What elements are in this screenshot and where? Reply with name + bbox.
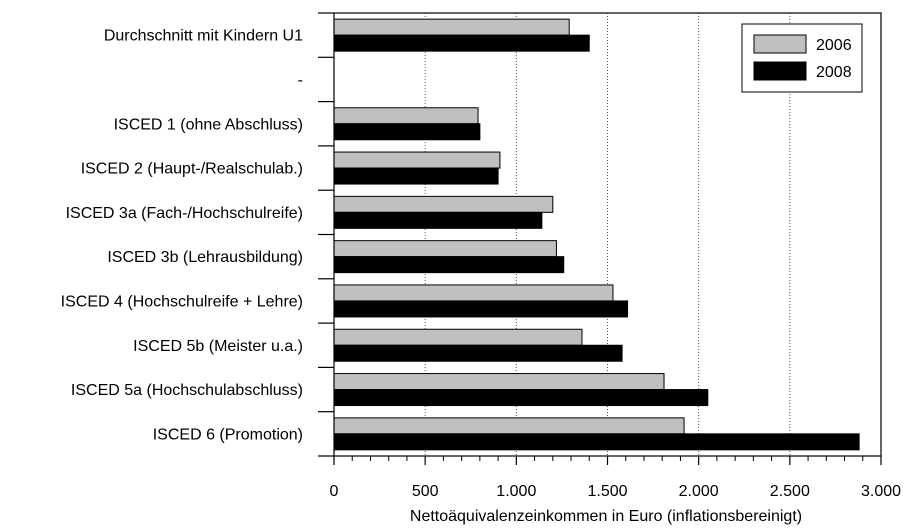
x-axis-label: Nettoäquivalenzeinkommen in Euro (inflat… bbox=[410, 508, 802, 525]
bar-2008-7 bbox=[333, 344, 623, 362]
category-label: ISCED 4 (Hochschulreife + Lehre) bbox=[61, 293, 303, 310]
x-tick-label: 1.000 bbox=[496, 483, 536, 500]
x-tick-label: 3.000 bbox=[861, 483, 901, 500]
bar-2008-5 bbox=[333, 256, 565, 274]
bar-2008-2 bbox=[333, 123, 481, 141]
bar-2006-9 bbox=[333, 417, 685, 435]
bar-2006-6 bbox=[333, 284, 614, 302]
bar-2008-3 bbox=[333, 167, 499, 185]
bar-2006-7 bbox=[333, 328, 583, 346]
category-label: Durchschnitt mit Kindern U1 bbox=[104, 28, 303, 45]
x-tick-label: 1.500 bbox=[587, 483, 627, 500]
category-labels: Durchschnitt mit Kindern U1 - ISCED 1 (ohn… bbox=[61, 28, 303, 444]
bar-2006-3 bbox=[333, 151, 501, 169]
bar-2006-5 bbox=[333, 240, 557, 258]
legend-swatch-2008 bbox=[753, 61, 807, 81]
category-label: ISCED 3a (Fach-/Hochschulreife) bbox=[66, 205, 303, 222]
x-tick-label: 0 bbox=[330, 483, 339, 500]
legend: 2006 2008 bbox=[741, 23, 863, 93]
bar-2006-2 bbox=[333, 107, 479, 125]
bars bbox=[333, 18, 860, 451]
x-tick-label: 500 bbox=[412, 483, 439, 500]
legend-swatch-2006 bbox=[753, 34, 807, 54]
legend-box bbox=[741, 23, 863, 93]
category-label: ISCED 1 (ohne Abschluss) bbox=[114, 116, 303, 133]
category-label: ISCED 6 (Promotion) bbox=[153, 426, 303, 443]
bar-2008-0 bbox=[333, 34, 590, 52]
bar-2008-4 bbox=[333, 211, 543, 229]
legend-label-2006: 2006 bbox=[816, 37, 852, 54]
category-label: ISCED 2 (Haupt-/Realschulab.) bbox=[81, 161, 303, 178]
x-tick-labels: 0 500 1.000 1.500 2.000 2.500 3.000 bbox=[330, 483, 902, 500]
category-label: ISCED 5b (Meister u.a.) bbox=[133, 338, 303, 355]
legend-label-2008: 2008 bbox=[816, 64, 852, 81]
bar-2006-8 bbox=[333, 373, 665, 391]
bar-2008-8 bbox=[333, 389, 709, 407]
category-label: ISCED 3b (Lehrausbildung) bbox=[107, 249, 303, 266]
bar-2006-0 bbox=[333, 18, 570, 36]
category-label: ISCED 5a (Hochschulabschluss) bbox=[71, 382, 303, 399]
category-label: - bbox=[298, 72, 303, 89]
bar-2008-6 bbox=[333, 300, 629, 318]
bar-2008-9 bbox=[333, 433, 860, 451]
x-tick-label: 2.500 bbox=[770, 483, 810, 500]
axes bbox=[318, 12, 882, 465]
x-tick-label: 2.000 bbox=[679, 483, 719, 500]
bar-2006-4 bbox=[333, 195, 554, 213]
